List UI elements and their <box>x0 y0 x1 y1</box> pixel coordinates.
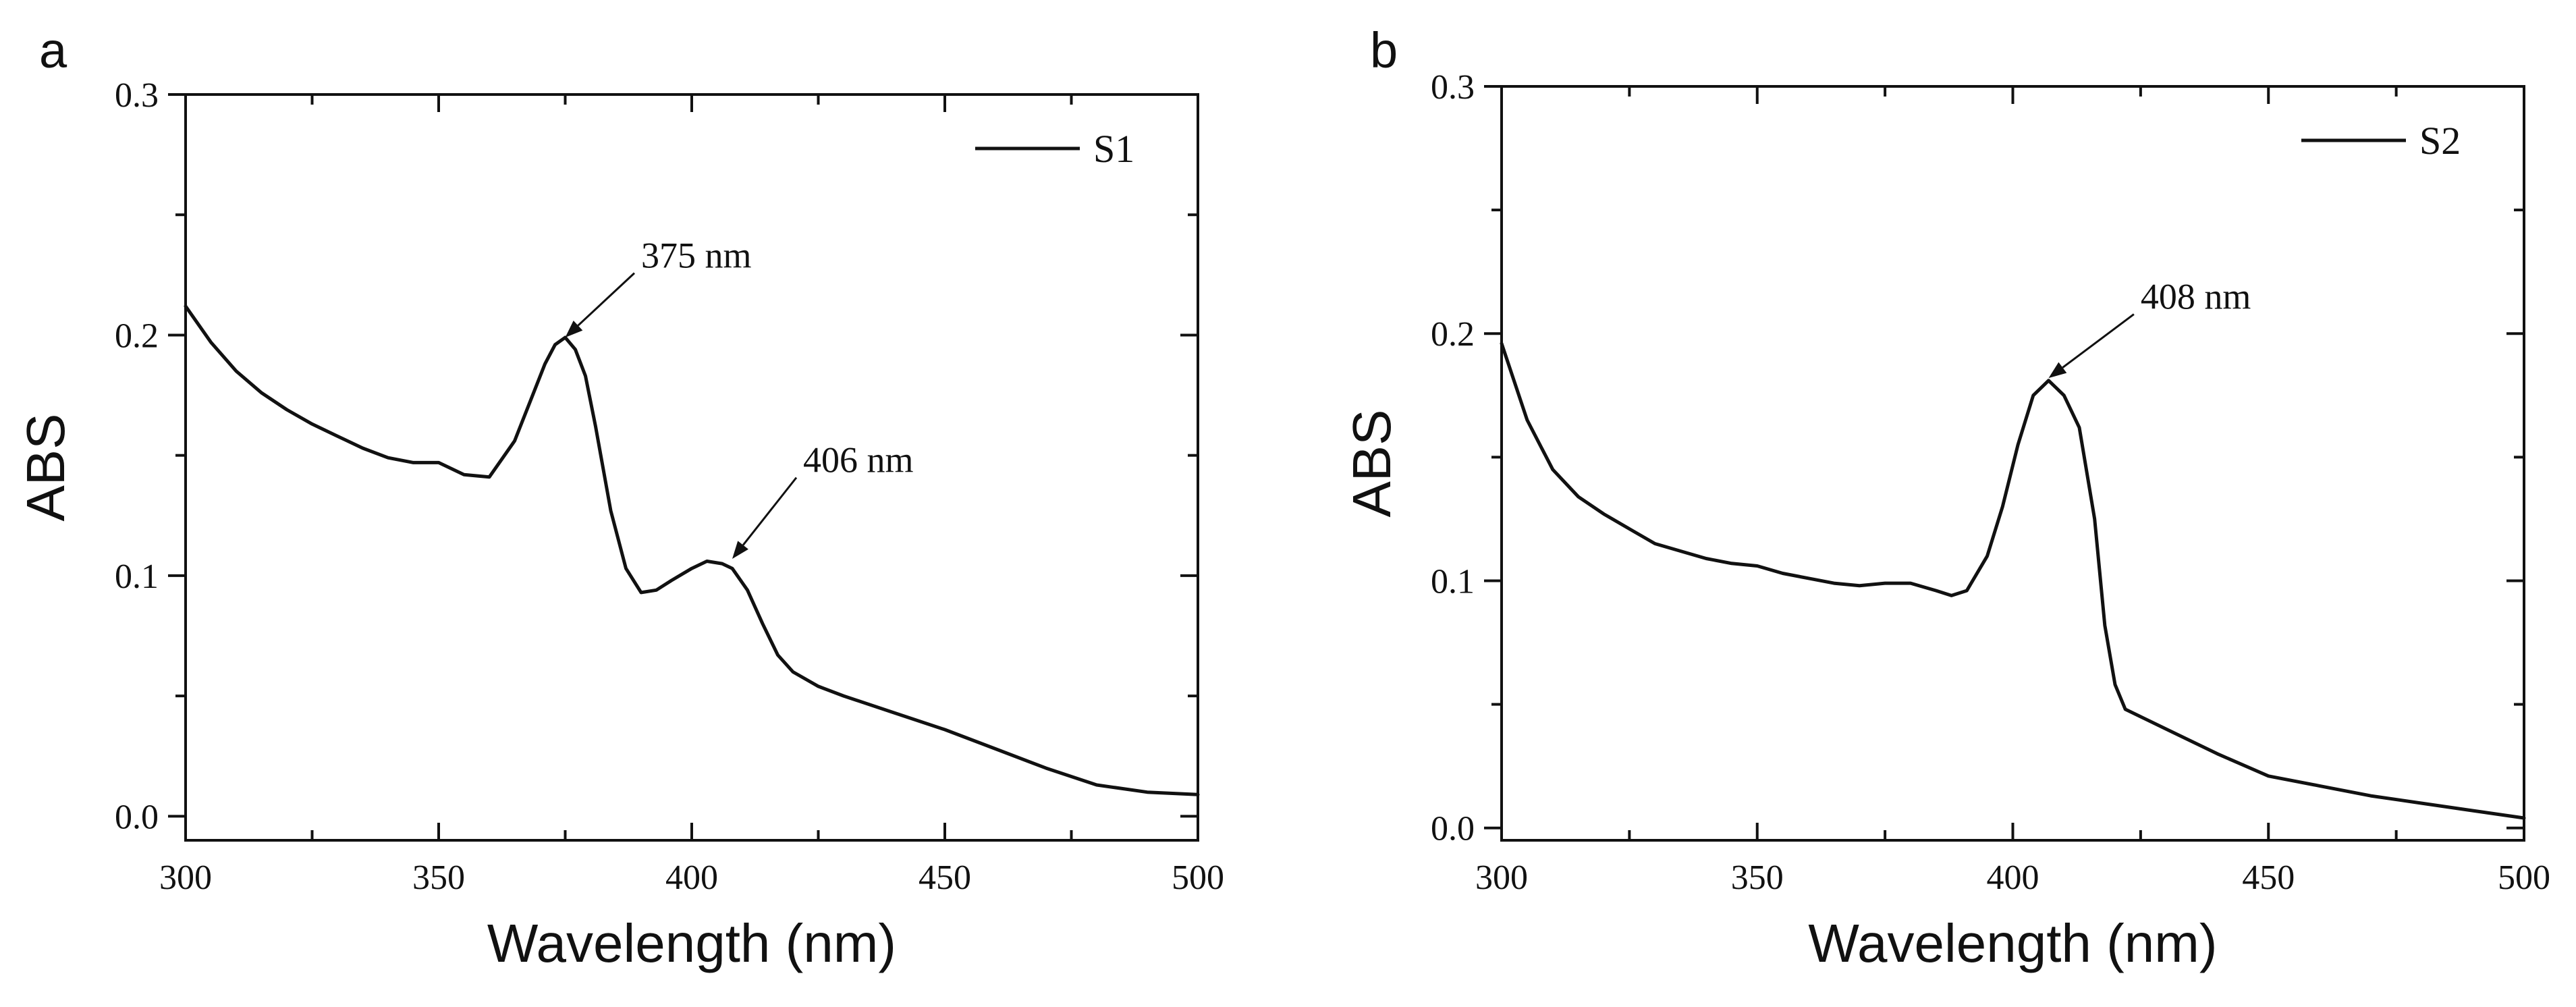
annotation-label: 406 nm <box>803 440 914 481</box>
annotation-arrowhead <box>565 320 583 338</box>
x-tick-label: 350 <box>1731 859 1784 897</box>
x-tick-label: 500 <box>2498 859 2550 897</box>
x-tick-label: 450 <box>919 859 971 897</box>
annotation-arrow <box>742 477 798 546</box>
y-tick-label: 0.2 <box>115 317 159 355</box>
x-tick-label: 300 <box>159 859 212 897</box>
annotation-arrow <box>2062 313 2135 369</box>
y-tick-label: 0.2 <box>1431 315 1475 354</box>
annotation-arrowhead <box>732 541 748 559</box>
x-axis-title: Wavelength (nm) <box>1808 913 2217 973</box>
panel-a: a 300 350 400 450 500 0.0 0.1 0.2 0.3 Wavelength (… <box>16 22 1224 973</box>
y-tick-label: 0.0 <box>1431 810 1475 848</box>
series-line-s1 <box>184 304 1200 796</box>
y-tick-label: 0.1 <box>115 557 159 596</box>
panel-label: a <box>39 22 67 78</box>
x-tick-label: 400 <box>665 859 718 897</box>
x-axis-title: Wavelength (nm) <box>487 913 896 973</box>
annotation-label: 375 nm <box>641 236 752 276</box>
panel-label: b <box>1370 22 1398 78</box>
y-tick-label: 0.3 <box>115 76 159 115</box>
x-tick-label: 500 <box>1172 859 1224 897</box>
annotation-label: 408 nm <box>2141 277 2251 317</box>
x-tick-label: 350 <box>412 859 465 897</box>
annotation-arrowhead <box>2048 362 2067 379</box>
x-tick-label: 450 <box>2242 859 2295 897</box>
y-tick-label: 0.1 <box>1431 562 1475 601</box>
annotation-arrow <box>577 272 636 327</box>
y-tick-label: 0.0 <box>115 798 159 836</box>
y-axis-title: ABS <box>16 413 76 521</box>
legend-label: S1 <box>1093 127 1134 171</box>
y-axis-title: ABS <box>1342 409 1402 517</box>
x-tick-label: 400 <box>1987 859 2039 897</box>
legend-label: S2 <box>2419 119 2461 163</box>
x-tick-label: 300 <box>1475 859 1528 897</box>
y-tick-label: 0.3 <box>1431 68 1475 107</box>
panel-b: b 300 350 400 450 500 0.0 0.1 0.2 0.3 Wavelength (… <box>1342 22 2550 973</box>
plot-frame <box>184 93 1199 842</box>
series-line-s2 <box>1500 342 2526 820</box>
